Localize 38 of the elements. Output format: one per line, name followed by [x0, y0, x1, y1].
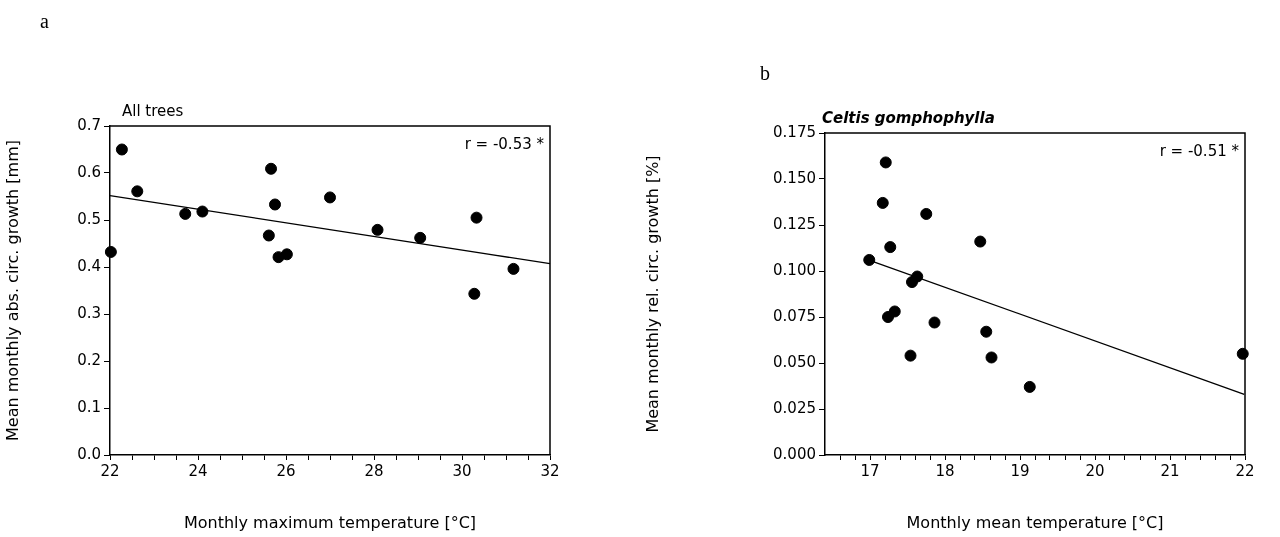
x-tick-label: 28: [364, 461, 384, 480]
y-tick-label: 0.3: [77, 303, 101, 322]
x-tick-label: 17: [860, 461, 880, 480]
x-tick-label: 22: [1235, 461, 1255, 480]
x-tick-label: 20: [1085, 461, 1105, 480]
y-tick-label: 0.075: [773, 306, 816, 325]
y-tick-label: 0.7: [77, 115, 101, 134]
x-tick-label: 24: [188, 461, 208, 480]
x-tick-label: 19: [1010, 461, 1030, 480]
y-tick-label: 0.000: [773, 444, 816, 463]
x-tick-label: 30: [452, 461, 472, 480]
chart-subtitle: All trees: [122, 102, 184, 121]
annotation: r = -0.51 *: [1159, 142, 1240, 161]
x-tick-label: 22: [100, 461, 120, 480]
annotation: r = -0.53 *: [464, 135, 545, 154]
chart-subtitle: Celtis gomphophylla: [822, 109, 995, 128]
x-axis-title: Monthly mean temperature [°C]: [906, 512, 1164, 532]
y-tick-label: 0.050: [773, 352, 816, 371]
y-tick-label: 0.100: [773, 260, 816, 279]
y-tick-label: 0.0: [77, 444, 101, 463]
x-tick-label: 18: [935, 461, 955, 480]
x-tick-label: 21: [1160, 461, 1180, 480]
x-axis-title: Monthly maximum temperature [°C]: [183, 512, 477, 532]
y-tick-label: 0.125: [773, 214, 816, 233]
y-axis-title: Mean monthly abs. circ. growth [mm]: [2, 140, 22, 441]
y-tick-label: 0.150: [773, 168, 816, 187]
chart-title: b: [760, 62, 770, 85]
x-tick-label: 26: [276, 461, 296, 480]
y-tick-label: 0.4: [77, 256, 101, 275]
y-tick-label: 0.025: [773, 398, 816, 417]
chart-title: a: [40, 10, 49, 33]
y-tick-label: 0.2: [77, 350, 101, 369]
y-tick-label: 0.1: [77, 397, 101, 416]
y-tick-label: 0.5: [77, 209, 101, 228]
x-tick-label: 32: [540, 461, 560, 480]
y-tick-label: 0.6: [77, 162, 101, 181]
y-tick-label: 0.175: [773, 122, 816, 141]
y-axis-title: Mean monthly rel. circ. growth [%]: [642, 155, 662, 433]
